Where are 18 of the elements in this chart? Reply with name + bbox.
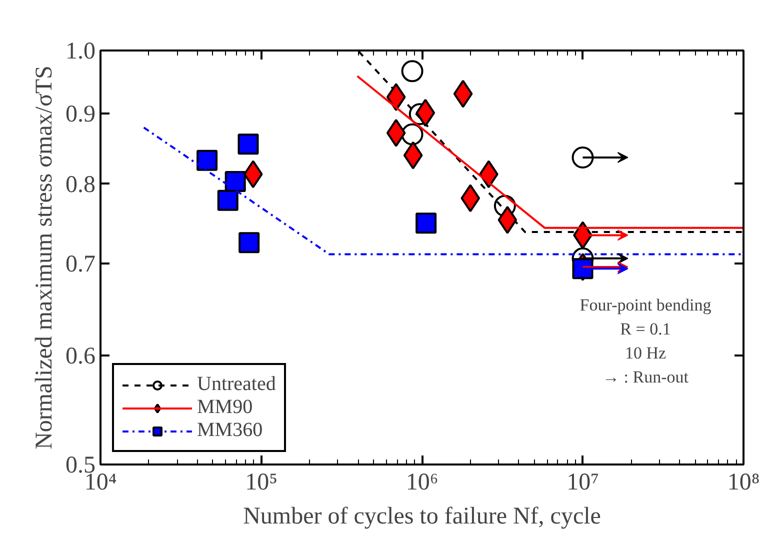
annotation: → : Run-out	[602, 368, 689, 386]
y-tick-label: 0.7	[66, 252, 96, 278]
annotation: 10 Hz	[624, 344, 666, 362]
x-tick-label: 10⁷	[566, 470, 599, 496]
y-tick-label: 1.0	[66, 38, 96, 64]
annotation: Four-point bending	[580, 296, 712, 314]
x-tick-label: 10⁵	[245, 470, 278, 496]
x-tick-label: 10⁶	[406, 470, 438, 496]
y-axis-title: Normalized maximum stress σmax/σTS	[32, 66, 58, 450]
x-tick-label: 10⁸	[727, 470, 760, 496]
y-tick-label: 0.9	[66, 101, 96, 128]
legend-label: MM90	[197, 396, 253, 419]
legend-label: MM360	[197, 419, 263, 442]
legend-label: Untreated	[197, 373, 276, 396]
y-tick-label: 0.6	[66, 344, 96, 370]
x-axis-title: Number of cycles to failure Nf, cycle	[243, 504, 601, 530]
annotation: R = 0.1	[620, 320, 671, 338]
y-tick-label: 0.8	[66, 172, 96, 198]
